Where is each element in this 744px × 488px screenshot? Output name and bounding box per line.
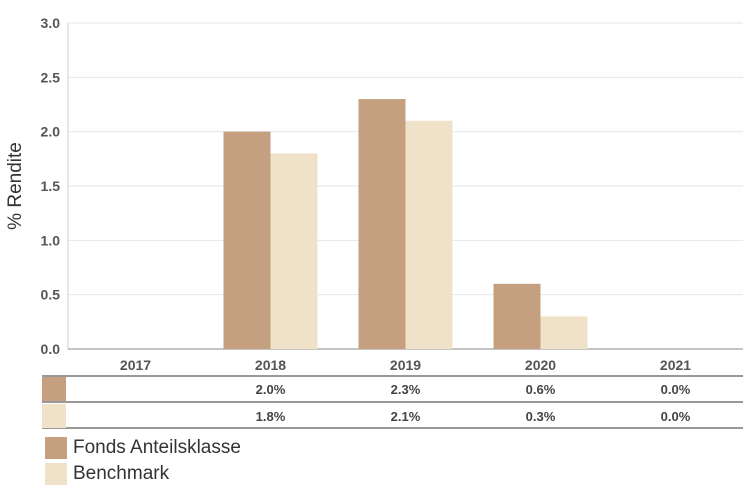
bar-benchmark [540,316,588,349]
bar-fonds [493,283,541,349]
y-tick-label: 1.5 [41,178,61,194]
y-tick-label: 0.5 [41,287,61,303]
y-tick-label: 1.0 [41,232,61,248]
table-cell: 2.1% [391,409,421,424]
y-tick-label: 3.0 [41,15,61,31]
bar-benchmark [270,153,318,349]
legend-label-fonds: Fonds Anteilsklasse [73,437,241,458]
table-swatch [42,377,66,401]
bar-fonds [223,131,271,349]
y-tick-label: 2.0 [41,124,61,140]
table-cell: 0.0% [661,382,691,397]
bar-benchmark [405,120,453,349]
x-tick-label: 2019 [390,357,421,373]
legend-swatch-fonds [45,437,67,459]
table-cell: 0.6% [526,382,556,397]
table-cell: 0.3% [526,409,556,424]
y-axis-label: % Rendite [5,142,26,230]
legend-label-benchmark: Benchmark [73,463,170,484]
table-cell: 2.3% [391,382,421,397]
legend-swatch-benchmark [45,463,67,485]
x-tick-label: 2021 [660,357,691,373]
table-cell: 1.8% [256,409,286,424]
table-cell: 2.0% [256,382,286,397]
x-tick-label: 2017 [120,357,151,373]
table-cell: 0.0% [661,409,691,424]
legend-item-benchmark: Benchmark [45,462,241,486]
bar-fonds [358,99,406,349]
bar-chart: 0.0 0.5 1.0 1.5 2.0 2.5 3.0 % Rendite 2017 2018 20… [5,15,743,429]
legend-item-fonds: Fonds Anteilsklasse [45,436,241,460]
table-swatch [42,404,66,428]
legend: Fonds Anteilsklasse Benchmark [45,436,241,488]
x-tick-label: 2018 [255,357,286,373]
y-tick-label: 2.5 [41,69,61,85]
y-tick-label: 0.0 [41,341,61,357]
x-tick-label: 2020 [525,357,556,373]
